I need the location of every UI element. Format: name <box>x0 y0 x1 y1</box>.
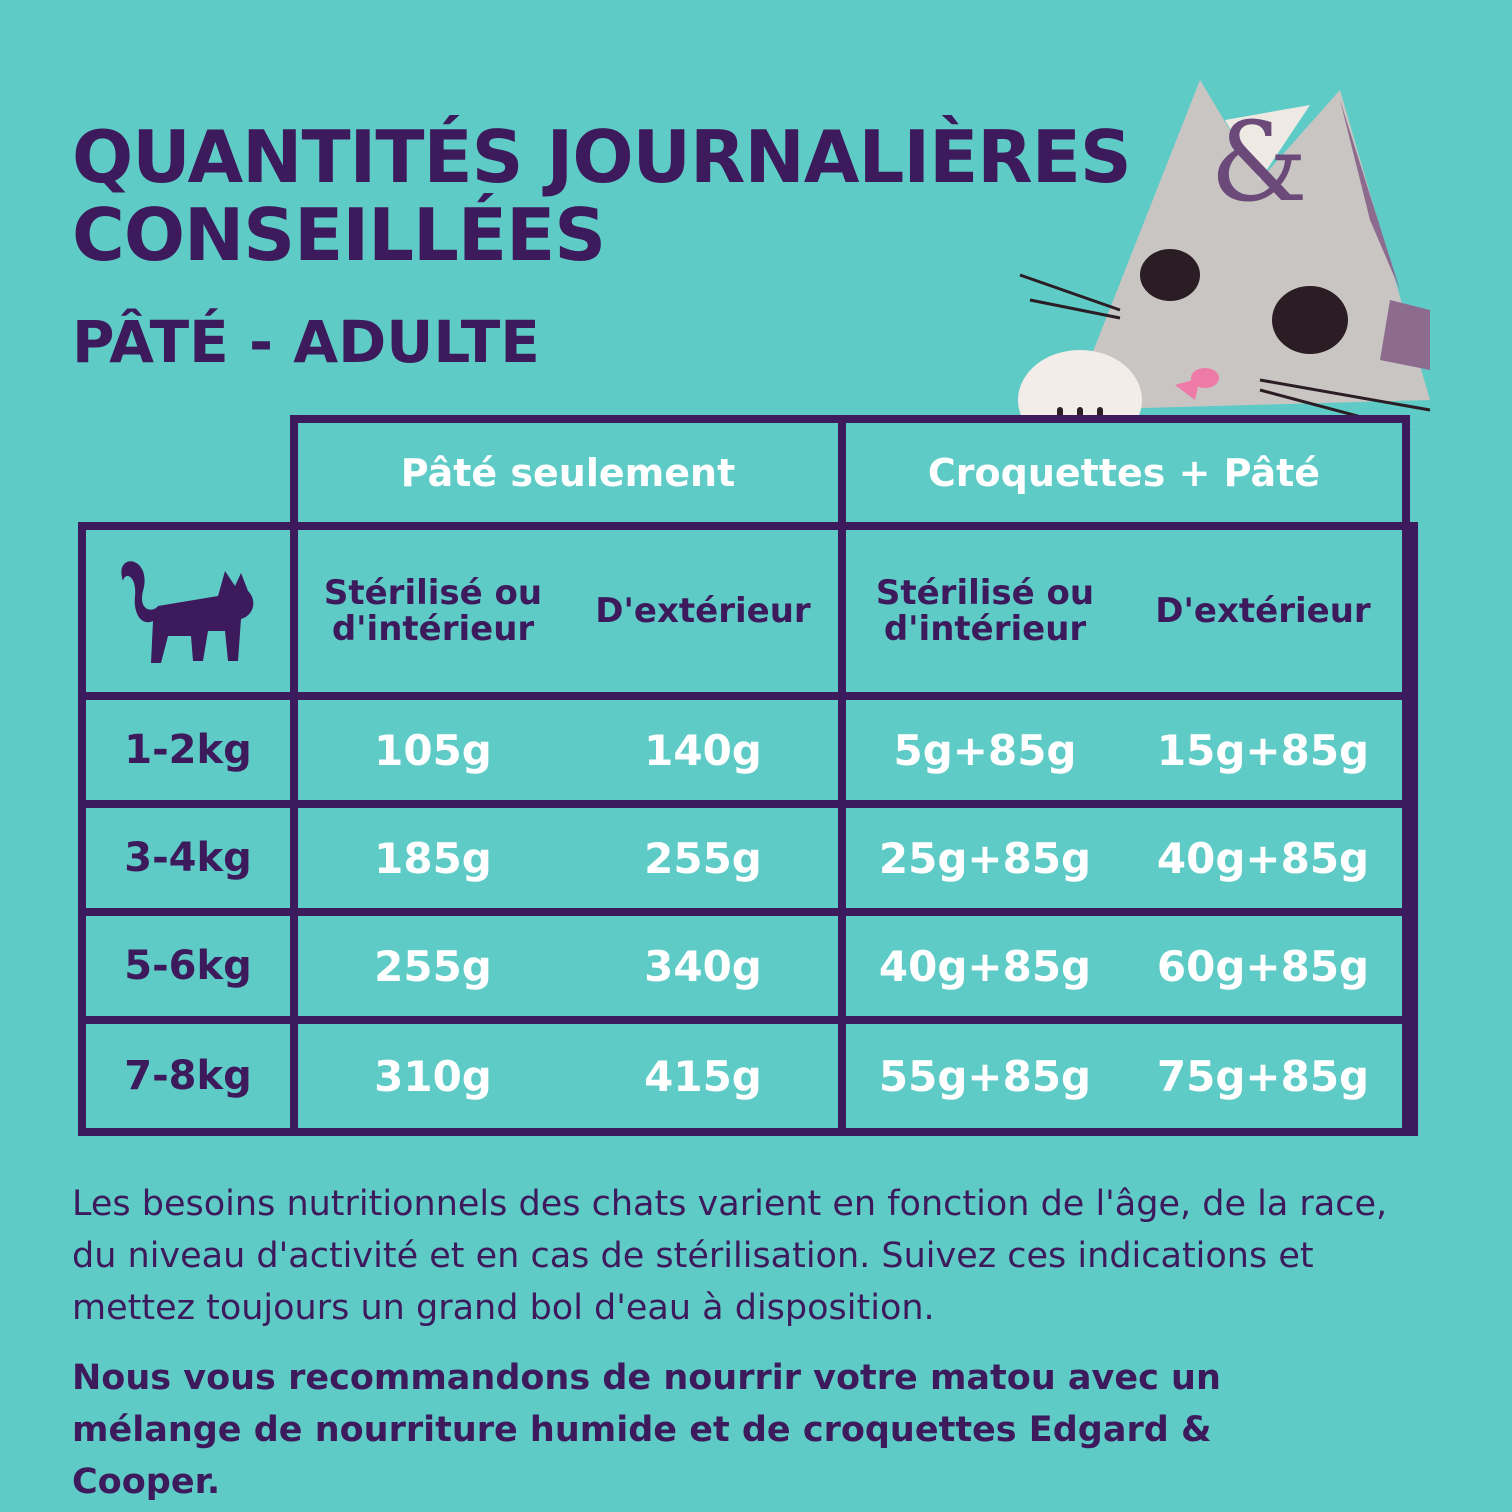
svg-text:&: & <box>1210 98 1308 226</box>
subheader: Stérilisé ou d'intérieur <box>323 573 543 649</box>
weight-label: 3-4kg <box>86 808 290 908</box>
value-group: 105g 140g <box>298 700 838 800</box>
value: 255g <box>374 941 492 991</box>
weight-label: 5-6kg <box>86 916 290 1016</box>
value: 310g <box>374 1051 492 1101</box>
group-label: Pâté seulement <box>298 423 838 522</box>
value-group: 310g 415g <box>298 1024 838 1128</box>
subheader: Stérilisé ou d'intérieur <box>875 573 1095 649</box>
value: 40g+85g <box>1156 833 1370 883</box>
value: 40g+85g <box>878 941 1092 991</box>
cat-illustration: & <box>1018 80 1431 450</box>
value: 415g <box>644 1051 762 1101</box>
note: Nous vous recommandons de nourrir votre … <box>72 1358 1221 1502</box>
subheader: D'extérieur <box>1155 591 1371 631</box>
group-label: Croquettes + Pâté <box>846 423 1402 522</box>
value: 255g <box>644 833 762 883</box>
value-group: 40g+85g 60g+85g <box>846 916 1402 1016</box>
value-group: 25g+85g 40g+85g <box>846 808 1402 908</box>
weight-label: 7-8kg <box>86 1024 290 1128</box>
value-group: 5g+85g 15g+85g <box>846 700 1402 800</box>
subheader-group: Stérilisé ou d'intérieur D'extérieur <box>846 530 1402 692</box>
title: QUANTITÉS JOURNALIÈRES CONSEILLÉES <box>72 115 1132 277</box>
value: 60g+85g <box>1156 941 1370 991</box>
value: 140g <box>644 725 762 775</box>
value: 75g+85g <box>1156 1051 1370 1101</box>
value-group: 55g+85g 75g+85g <box>846 1024 1402 1128</box>
value-group: 255g 340g <box>298 916 838 1016</box>
value: 105g <box>374 725 492 775</box>
value-group: 185g 255g <box>298 808 838 908</box>
subheader-group: Stérilisé ou d'intérieur D'extérieur <box>298 530 838 692</box>
cat-icon-cell <box>86 530 290 692</box>
subtitle: PÂTÉ - ADULTE <box>72 308 540 376</box>
group-header: Pâté seulement Croquettes + Pâté <box>290 415 1410 530</box>
note: Les besoins nutritionnels des chats vari… <box>72 1184 1388 1328</box>
value: 55g+85g <box>878 1051 1092 1101</box>
value: 340g <box>644 941 762 991</box>
title-line: QUANTITÉS JOURNALIÈRES <box>72 115 1132 199</box>
table: Stérilisé ou d'intérieur D'extérieur Sté… <box>78 522 1418 1136</box>
value: 5g+85g <box>893 725 1077 775</box>
value: 25g+85g <box>878 833 1092 883</box>
subheader: D'extérieur <box>595 591 811 631</box>
cat-icon <box>121 561 254 663</box>
weight-label: 1-2kg <box>86 700 290 800</box>
title-line: CONSEILLÉES <box>72 193 606 277</box>
value: 185g <box>374 833 492 883</box>
value: 15g+85g <box>1156 725 1370 775</box>
